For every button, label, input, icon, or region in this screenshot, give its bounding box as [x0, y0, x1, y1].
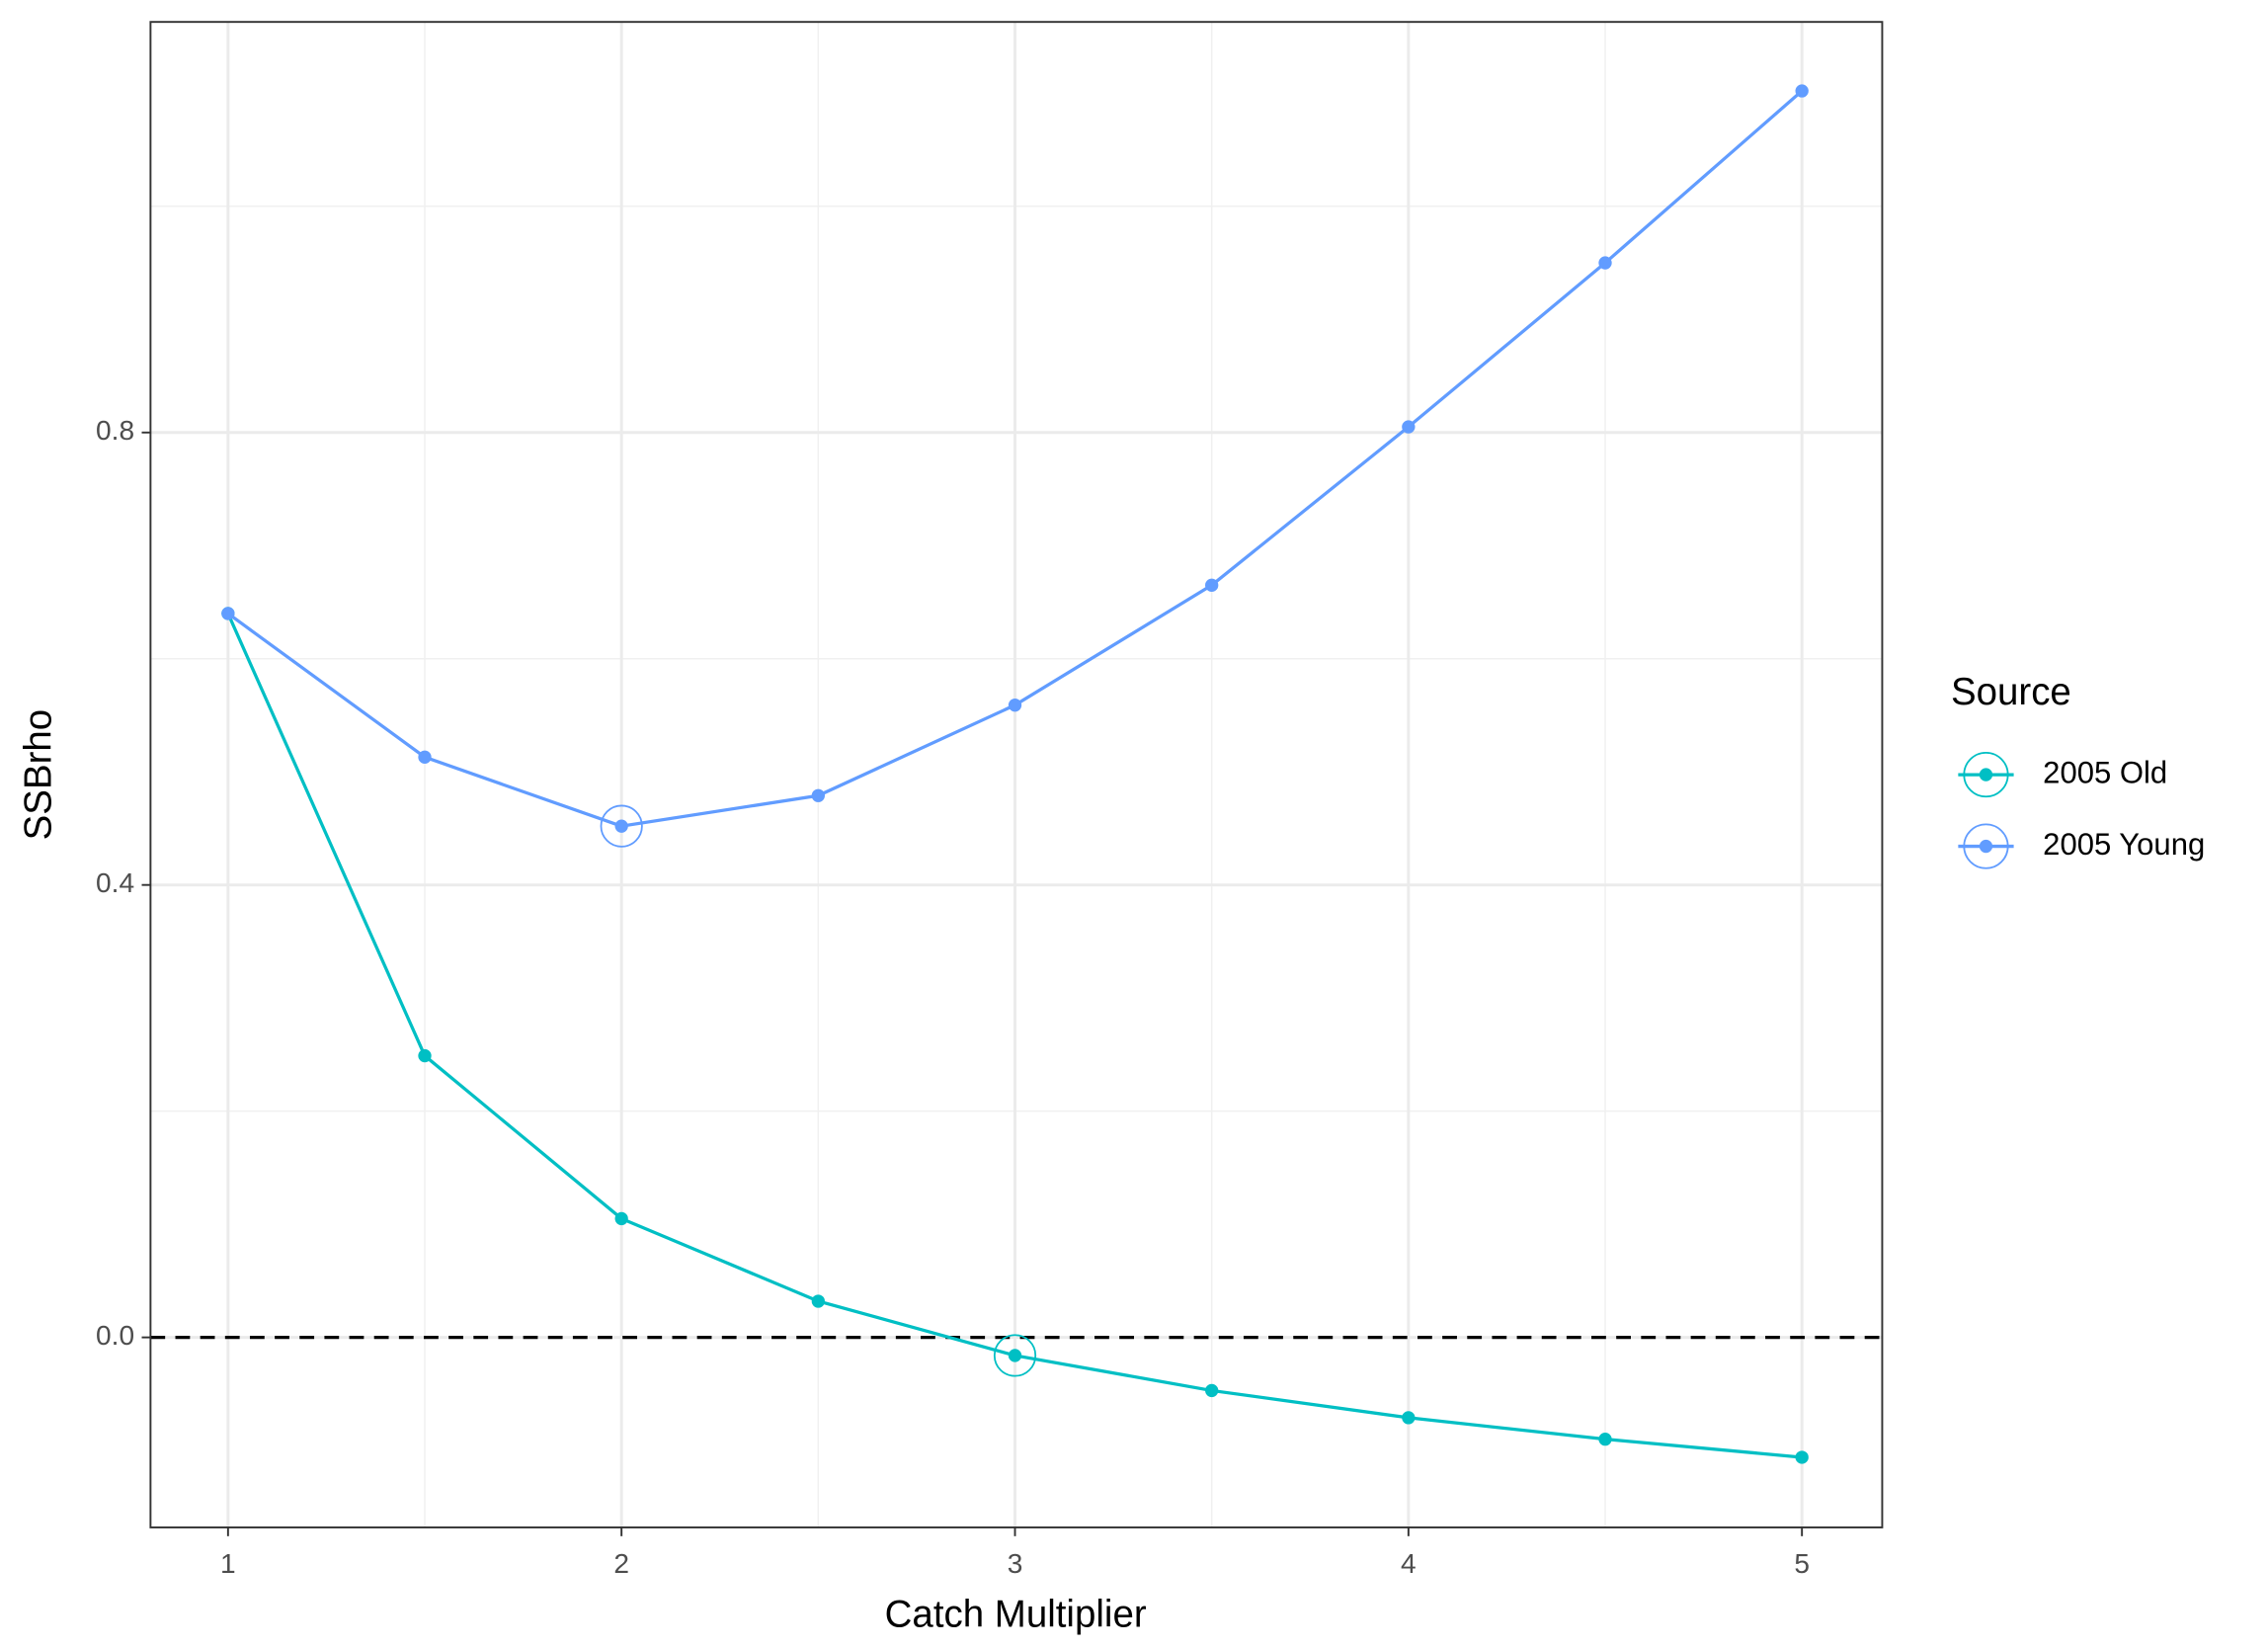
legend-key-point — [1979, 839, 1993, 854]
data-point — [1008, 699, 1022, 712]
grid — [150, 22, 1883, 1527]
highlight-ring — [993, 1334, 1037, 1377]
legend-key-ring — [1963, 751, 2009, 798]
y-axis-title: SSBrho — [18, 709, 60, 841]
data-point — [614, 819, 628, 833]
legend-label: 2005 Old — [2043, 755, 2167, 789]
legend: Source 2005 Old 2005 Young — [1951, 671, 2205, 869]
data-point — [1598, 1432, 1612, 1446]
legend-key-point — [1979, 768, 1993, 782]
legend-key-ring — [1963, 823, 2009, 869]
data-point — [1402, 1411, 1416, 1425]
data-point — [1205, 1383, 1219, 1398]
x-tick-label: 3 — [1008, 1548, 1023, 1579]
data-point — [1795, 1450, 1809, 1464]
data-point — [221, 607, 235, 620]
data-point — [811, 1294, 826, 1308]
x-tick-label: 5 — [1794, 1548, 1810, 1579]
data-point — [418, 1048, 432, 1063]
legend-title: Source — [1951, 671, 2071, 713]
data-point — [1008, 1349, 1022, 1362]
x-tick-label: 2 — [613, 1548, 629, 1579]
y-tick-label: 0.0 — [96, 1320, 134, 1351]
data-point — [1598, 256, 1612, 270]
data-point — [1795, 84, 1809, 98]
x-axis-title: Catch Multiplier — [885, 1593, 1147, 1635]
x-tick-label: 4 — [1401, 1548, 1417, 1579]
legend-label: 2005 Young — [2043, 827, 2205, 862]
plot-area — [150, 84, 1883, 1464]
x-tick-label: 1 — [220, 1548, 236, 1579]
y-tick-label: 0.4 — [96, 867, 134, 898]
data-point — [614, 1211, 628, 1226]
y-tick-label: 0.8 — [96, 415, 134, 446]
panel-border — [149, 21, 1884, 1528]
data-point — [811, 788, 826, 802]
data-point — [1205, 578, 1219, 592]
data-point — [418, 750, 432, 764]
data-point — [1402, 420, 1416, 434]
axes: 1 2 3 4 5 0.0 0.4 0.8 — [96, 415, 1810, 1579]
highlight-ring — [600, 804, 643, 848]
